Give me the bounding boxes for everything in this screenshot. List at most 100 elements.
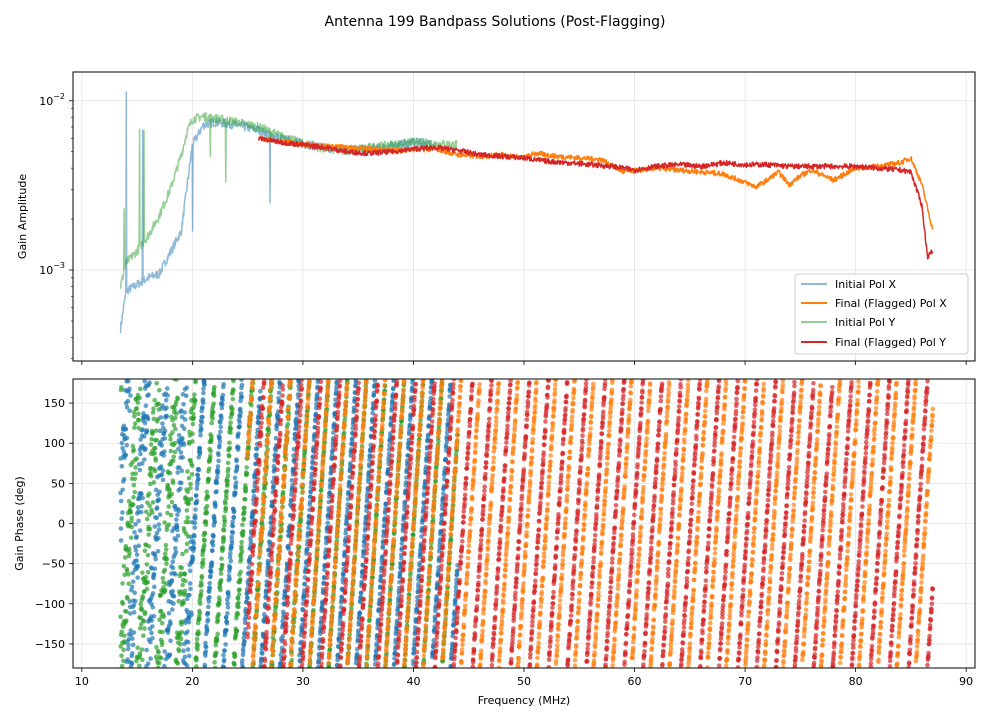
phase-point (193, 507, 198, 512)
phase-point (232, 662, 237, 667)
phase-point (312, 581, 317, 586)
phase-point (179, 450, 184, 455)
phase-point (226, 473, 231, 478)
phase-point (163, 588, 168, 593)
phase-point (149, 631, 154, 636)
phase-point (264, 462, 269, 467)
phase-point (273, 616, 278, 621)
phase-point (178, 486, 183, 491)
phase-point (249, 403, 254, 408)
phase-point (474, 435, 479, 440)
phase-point (133, 477, 138, 482)
phase-point (203, 653, 208, 658)
phase-point (526, 508, 531, 513)
phase-point (244, 486, 249, 491)
phase-point (320, 468, 325, 473)
phase-point (216, 469, 221, 474)
phase-point (359, 591, 364, 596)
phase-point (414, 487, 419, 492)
phase-point (153, 458, 158, 463)
phase-point (231, 397, 236, 402)
phase-point (271, 649, 276, 654)
phase-point (528, 469, 533, 474)
phase-point (364, 386, 369, 391)
phase-point (136, 400, 141, 405)
phase-point (249, 398, 254, 403)
phase-point (179, 566, 184, 571)
phase-point (435, 458, 440, 463)
phase-point (298, 524, 303, 529)
phase-point (190, 439, 195, 444)
phase-point (280, 505, 285, 510)
phase-point (368, 612, 373, 617)
phase-point (143, 548, 148, 553)
phase-point (352, 556, 357, 561)
phase-point (132, 490, 137, 495)
phase-point (373, 531, 378, 536)
phase-point (128, 393, 133, 398)
phase-point (392, 537, 397, 542)
phase-point (215, 632, 220, 637)
phase-point (411, 524, 416, 529)
phase-point (375, 503, 380, 508)
phase-point (525, 522, 530, 527)
phase-point (207, 466, 212, 471)
phase-point (144, 403, 149, 408)
phase-point (452, 485, 457, 490)
phase-point (161, 576, 166, 581)
phase-point (129, 535, 134, 540)
phase-point (171, 459, 176, 464)
phase-point (343, 408, 348, 413)
phase-point (120, 441, 125, 446)
phase-point (355, 522, 360, 527)
phase-point (138, 602, 143, 607)
phase-point (173, 572, 178, 577)
phase-point (441, 648, 446, 653)
phase-point (164, 543, 169, 548)
phase-point (460, 651, 465, 656)
phase-point (546, 484, 551, 489)
phase-point (223, 506, 228, 511)
phase-point (159, 656, 164, 661)
phase-point (153, 566, 158, 571)
phase-point (239, 395, 244, 400)
phase-point (510, 469, 515, 474)
phase-point (493, 428, 498, 433)
phase-point (517, 639, 522, 644)
phase-point (329, 629, 334, 634)
phase-point (240, 658, 245, 663)
phase-point (456, 418, 461, 423)
phase-point (162, 449, 167, 454)
phase-point (428, 552, 433, 557)
phase-point (126, 379, 131, 384)
phase-point (376, 486, 381, 491)
phase-point (257, 568, 262, 573)
phase-point (152, 585, 157, 590)
phase-point (504, 563, 509, 568)
phase-point (395, 479, 400, 484)
phase-point (204, 645, 209, 650)
phase-point (415, 462, 420, 467)
phase-point (313, 571, 318, 576)
phase-point (342, 430, 347, 435)
phase-point (183, 589, 188, 594)
phase-point (491, 465, 496, 470)
phase-point (130, 636, 135, 641)
phase-point (247, 438, 252, 443)
phase-point (333, 565, 338, 570)
phase-point (185, 629, 190, 634)
phase-point (219, 571, 224, 576)
phase-point (384, 644, 389, 649)
phase-point (210, 416, 215, 421)
phase-point (223, 642, 228, 647)
phase-point (127, 547, 132, 552)
phase-point (341, 444, 346, 449)
phase-point (445, 590, 450, 595)
phase-point (221, 393, 226, 398)
phase-point (323, 431, 328, 436)
phase-point (371, 561, 376, 566)
phase-point (191, 557, 196, 562)
phase-point (200, 575, 205, 580)
phase-point (393, 521, 398, 526)
phase-point (490, 486, 495, 491)
